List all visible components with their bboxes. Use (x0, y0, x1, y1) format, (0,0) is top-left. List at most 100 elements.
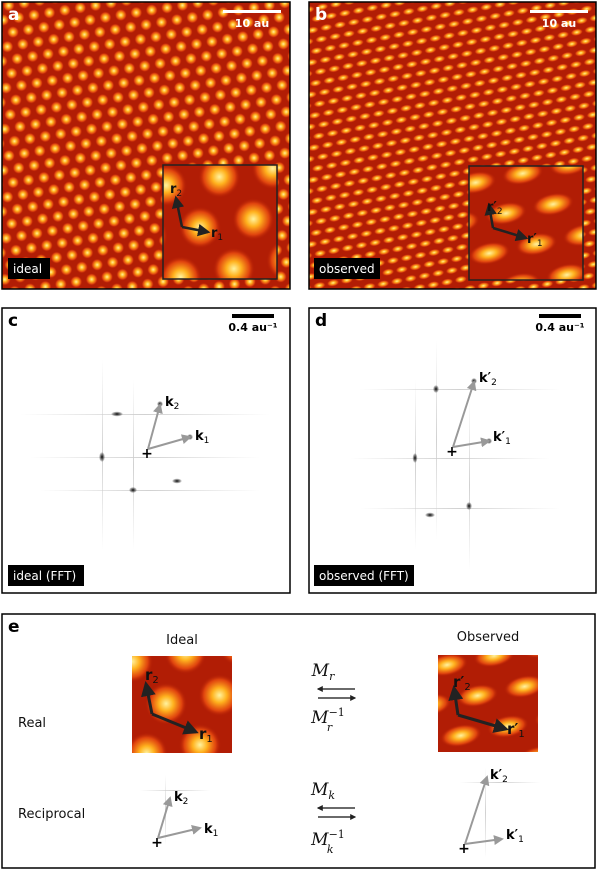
fft-spot (172, 478, 182, 484)
vector-subscript: 1 (217, 233, 223, 243)
panel-letter: b (315, 5, 327, 25)
vector-k2 (157, 796, 173, 839)
vector-subscript: 1 (213, 829, 219, 839)
fft-spot (111, 411, 123, 417)
svg-text:r2: r2 (170, 182, 182, 199)
vector-label: k (174, 790, 183, 805)
inset-zoom (468, 165, 584, 281)
svg-text:r′2: r′2 (453, 673, 471, 693)
origin-marker: + (446, 444, 458, 460)
fft-spot (433, 385, 439, 393)
origin-marker: + (458, 841, 470, 857)
matrix-subscript: k (328, 789, 335, 802)
scale-bar-label: 0.4 au⁻¹ (535, 321, 584, 334)
panel-b: b 10 au observed r′1 r′2 (308, 1, 597, 290)
vector-subscript: 1 (537, 239, 543, 249)
origin-marker: + (141, 446, 153, 462)
vector-r2 (171, 195, 185, 228)
vector-label: r′ (453, 673, 464, 691)
vector-k1-prime (452, 437, 491, 448)
vector-label: r (170, 182, 177, 197)
vector-r1-prime (492, 226, 529, 242)
vector-label: r′ (527, 232, 537, 247)
column-header-observed: Observed (457, 630, 520, 645)
row-label-reciprocal: Reciprocal (18, 807, 85, 822)
matrix-subscript: r (327, 721, 333, 734)
tag-label: observed (FFT) (319, 569, 409, 583)
tag-label: ideal (13, 262, 42, 276)
panel-e: e Ideal Observed Real Reciprocal r1 r2 r… (1, 613, 596, 869)
vector-label: r (145, 666, 153, 684)
vector-r1 (151, 712, 199, 735)
matrix-superscript: −1 (329, 828, 345, 841)
matrix-subscript: k (327, 843, 334, 856)
vector-subscript: 2 (491, 378, 497, 388)
matrix-symbol: M (310, 708, 329, 728)
scale-bar-label: 0.4 au⁻¹ (228, 321, 277, 334)
svg-text:r′2: r′2 (487, 200, 503, 217)
scale-bar (223, 10, 281, 13)
vector-subscript: 2 (497, 207, 503, 217)
vector-subscript: 2 (183, 797, 189, 807)
origin-marker: + (151, 835, 163, 851)
tag-label: observed (319, 262, 375, 276)
vector-k2-prime (452, 380, 477, 448)
scale-bar (539, 314, 581, 318)
vector-label: k′ (479, 371, 492, 386)
scale-bar (232, 314, 274, 318)
vector-k1-prime (464, 835, 504, 846)
fft-spot (425, 512, 435, 518)
vector-subscript: 1 (518, 729, 524, 740)
fft-spot (99, 452, 105, 462)
svg-text:k′1: k′1 (506, 828, 524, 845)
vector-subscript: 2 (464, 682, 470, 693)
svg-text:k2: k2 (165, 395, 179, 412)
matrix-subscript: r (329, 670, 335, 683)
svg-text:r1: r1 (211, 226, 223, 243)
vector-k2 (147, 403, 163, 450)
svg-text:k′2: k′2 (490, 768, 508, 785)
column-header-ideal: Ideal (166, 633, 198, 648)
fft-spot (412, 453, 418, 463)
vector-subscript: 2 (174, 402, 180, 412)
vector-label: r′ (507, 720, 518, 738)
vector-label: k′ (493, 430, 506, 445)
svg-text:k1: k1 (195, 429, 209, 446)
matrix-superscript: −1 (329, 706, 345, 719)
svg-text:Mk: Mk (310, 780, 335, 802)
vector-label: k (204, 822, 213, 837)
vector-r2 (140, 681, 156, 715)
matrix-symbol: M (310, 830, 329, 850)
vector-r2-prime (448, 685, 464, 716)
svg-text:k1: k1 (204, 822, 218, 839)
vector-r1 (181, 223, 211, 237)
svg-text:r1: r1 (199, 725, 213, 745)
matrix-symbol: M (311, 661, 330, 681)
fft-spot (466, 502, 472, 510)
vector-label: r (211, 226, 218, 241)
svg-text:k2: k2 (174, 790, 188, 807)
vector-subscript: 1 (505, 437, 511, 447)
vector-subscript: 1 (204, 436, 210, 446)
svg-text:k′1: k′1 (493, 430, 511, 447)
vector-subscript: 2 (502, 775, 508, 785)
svg-text:Mr: Mr (311, 661, 335, 683)
panel-letter: a (8, 5, 19, 25)
vector-label: k′ (490, 768, 503, 783)
fft-spot (129, 487, 137, 493)
vector-label: k (165, 395, 174, 410)
scale-bar-label: 10 au (542, 17, 576, 30)
vector-k1 (147, 434, 192, 450)
matrix-symbol: M (310, 780, 329, 800)
panel-d: d 0.4 au⁻¹ observed (FFT) + k′1 k′2 (308, 307, 597, 594)
svg-text:r′1: r′1 (527, 232, 543, 249)
real-observed-image (438, 655, 538, 752)
svg-text:r′1: r′1 (507, 720, 525, 740)
vector-subscript: 2 (152, 675, 158, 686)
tag-box (8, 565, 84, 586)
svg-text:M−1r: M−1 r (310, 706, 345, 734)
tag-box (8, 258, 50, 279)
tag-label: ideal (FFT) (13, 569, 76, 583)
scale-bar (530, 10, 588, 13)
vector-r2-prime (484, 202, 497, 229)
